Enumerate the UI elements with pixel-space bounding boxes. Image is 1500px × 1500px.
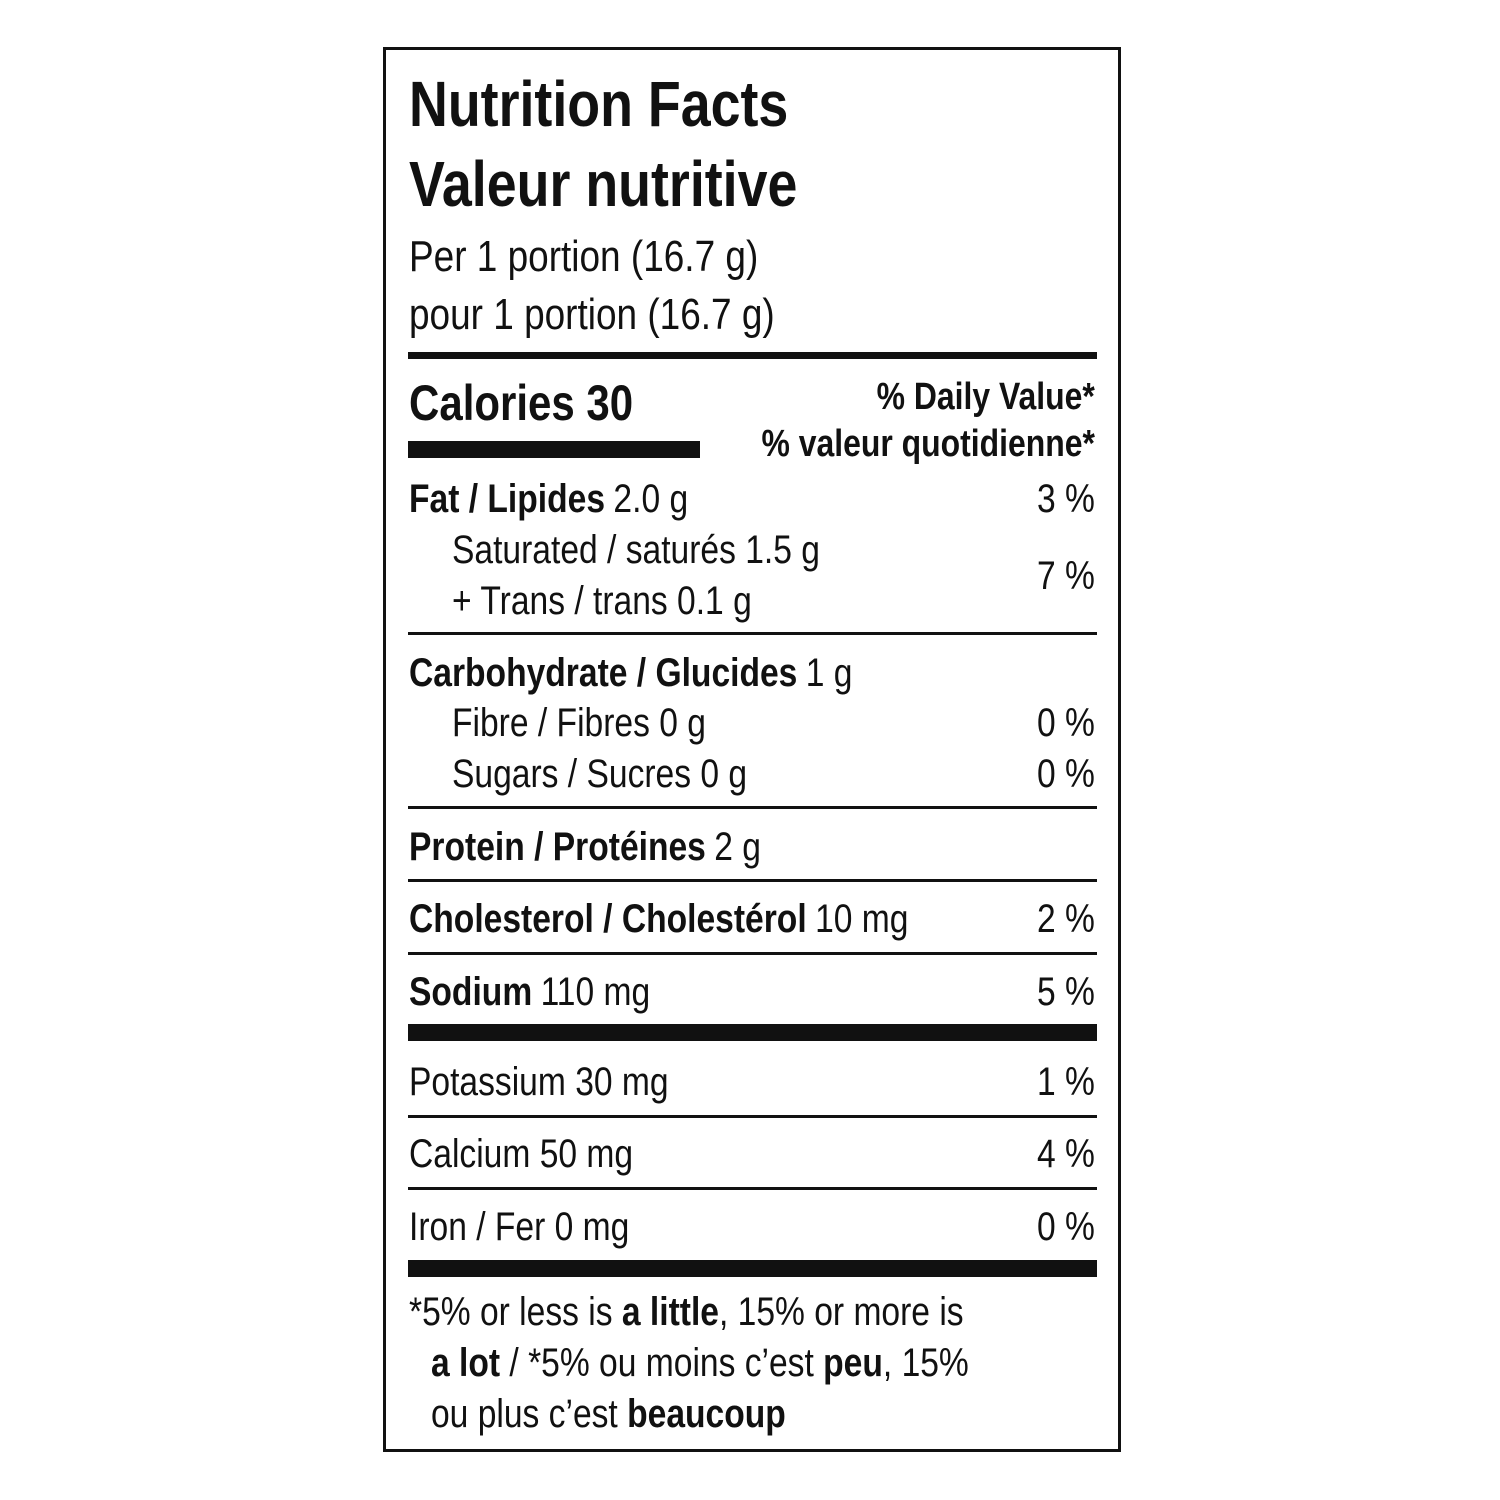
nutrient-name: Carbohydrate / Glucides — [409, 651, 798, 695]
nutrient-amount: Sugars / Sucres 0 g — [452, 752, 748, 796]
nutrient-row: Fat / Lipides 2.0 g — [409, 479, 688, 519]
nutrient-row: Calcium 50 mg — [409, 1134, 633, 1174]
nutrient-amount: 1 g — [805, 651, 853, 695]
serving: pour 1 portion (16.7 g) — [409, 290, 775, 339]
footnote-text: *5% or less is — [409, 1290, 622, 1334]
nutrient-row: Iron / Fer 0 mg — [409, 1207, 629, 1247]
nutrient-row: Protein / Protéines 2 g — [409, 827, 761, 867]
nutrient-amount: 2 g — [714, 825, 761, 869]
daily-value: 0 % — [1037, 752, 1095, 796]
nutrient-row: Fibre / Fibres 0 g — [452, 703, 706, 743]
nutrient-amount: Fibre / Fibres 0 g — [452, 701, 706, 745]
footnote-line: *5% or less is a little, 15% or more is — [409, 1292, 964, 1332]
nutrient-row: + Trans / trans 0.1 g — [452, 581, 752, 621]
nutrient-amount: Potassium 30 mg — [409, 1060, 669, 1104]
nutrient-amount: 2.0 g — [613, 477, 689, 521]
nutrient-name: Sodium — [409, 970, 533, 1014]
nutrient-amount: + Trans / trans 0.1 g — [452, 579, 752, 623]
footnote-text: beaucoup — [627, 1392, 786, 1436]
daily-value: 1 % — [1037, 1060, 1095, 1104]
rule — [408, 1187, 1097, 1190]
rule — [408, 632, 1097, 635]
serving: Per 1 portion (16.7 g) — [409, 232, 759, 281]
nutrient-amount: Calcium 50 mg — [409, 1132, 634, 1176]
nutrient-amount: 110 mg — [540, 970, 651, 1014]
rule — [408, 1115, 1097, 1118]
nutrient-row: Potassium 30 mg — [409, 1062, 669, 1102]
daily-value: 0 % — [1037, 701, 1095, 745]
rule — [408, 1260, 1097, 1277]
daily-value: 2 % — [1037, 897, 1095, 941]
footnote-text: , 15% — [882, 1341, 969, 1385]
daily-value: 7 % — [1037, 554, 1095, 598]
nutrient-name: Fat / Lipides — [409, 477, 606, 521]
daily-value: 4 % — [1037, 1132, 1095, 1176]
rule — [408, 1024, 1097, 1041]
nutrient-row: Cholesterol / Cholestérol 10 mg — [409, 899, 908, 939]
footnote-text: a little — [621, 1290, 719, 1334]
nutrient-amount: Saturated / saturés 1.5 g — [452, 528, 820, 572]
nutrient-name: Cholesterol / Cholestérol — [409, 897, 807, 941]
calories-bar — [408, 441, 700, 458]
title: Nutrition Facts — [409, 68, 789, 140]
nutrient-name: Protein / Protéines — [409, 825, 706, 869]
rule — [408, 352, 1097, 359]
footnote-text: ou plus c’est — [431, 1392, 628, 1436]
rule — [408, 879, 1097, 882]
footnote-text: a lot — [431, 1341, 501, 1385]
nutrient-amount: 10 mg — [815, 897, 909, 941]
footnote-text: , 15% or more is — [718, 1290, 964, 1334]
rule — [408, 806, 1097, 809]
nutrient-row: Carbohydrate / Glucides 1 g — [409, 653, 852, 693]
nutrient-row: Saturated / saturés 1.5 g — [452, 530, 820, 570]
nutrient-row: Sodium 110 mg — [409, 972, 650, 1012]
footnote-line: a lot / *5% ou moins c’est peu, 15% — [431, 1343, 969, 1383]
rule — [408, 952, 1097, 955]
nutrient-row: Sugars / Sucres 0 g — [452, 754, 747, 794]
daily-value-header: % valeur quotidienne* — [761, 423, 1095, 465]
title: Valeur nutritive — [409, 148, 798, 220]
daily-value: 5 % — [1037, 970, 1095, 1014]
footnote-text: peu — [823, 1341, 883, 1385]
daily-value: 0 % — [1037, 1205, 1095, 1249]
footnote-text: / *5% ou moins c’est — [500, 1341, 824, 1385]
footnote-line: ou plus c’est beaucoup — [431, 1394, 786, 1434]
calories: Calories 30 — [409, 375, 634, 431]
daily-value: 3 % — [1037, 477, 1095, 521]
daily-value-header: % Daily Value* — [876, 376, 1095, 418]
label-border — [383, 47, 1121, 1452]
nutrient-amount: Iron / Fer 0 mg — [409, 1205, 630, 1249]
